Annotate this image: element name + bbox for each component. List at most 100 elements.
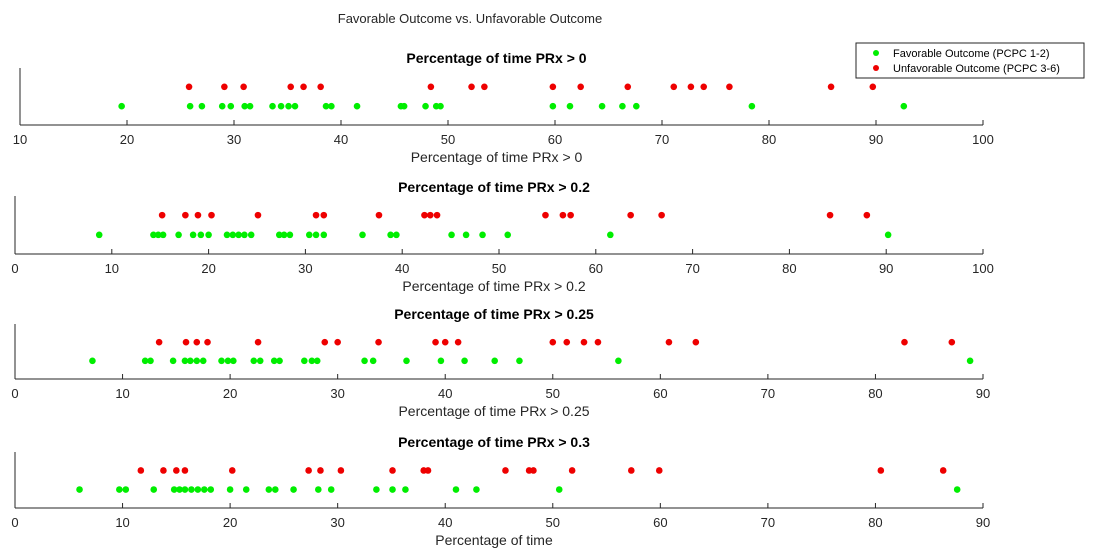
x-tick-label: 50 [492,261,506,276]
x-tick-label: 90 [869,132,883,147]
unfavorable-point [173,467,180,474]
legend-label-favorable: Favorable Outcome (PCPC 1-2) [893,48,1050,60]
unfavorable-point [182,211,189,219]
unfavorable-point [160,467,167,474]
unfavorable-point [204,338,211,346]
x-tick-label: 0 [11,386,18,401]
favorable-point [290,486,297,493]
favorable-point [359,231,366,239]
favorable-point [286,231,294,239]
unfavorable-point [665,338,673,346]
unfavorable-point [427,83,435,91]
favorable-point [141,357,149,365]
x-axis-label: Percentage of time PRx > 0.2 [402,278,585,294]
x-tick-label: 30 [227,132,241,147]
unfavorable-point [137,467,145,474]
unfavorable-point [317,83,324,91]
favorable-point [256,357,264,365]
favorable-point [199,357,207,365]
favorable-point [205,231,212,239]
favorable-point [884,231,892,239]
unfavorable-point [375,211,383,219]
subplot-title: Percentage of time PRx > 0 [406,50,586,66]
favorable-point [235,231,242,239]
x-tick-label: 50 [441,132,455,147]
favorable-point [186,102,194,110]
favorable-point [150,231,157,239]
favorable-point [89,357,96,365]
unfavorable-point [185,83,193,91]
unfavorable-point [567,211,574,219]
unfavorable-point [182,338,190,346]
favorable-point [555,486,563,493]
unfavorable-point [827,83,835,91]
favorable-point [369,357,377,365]
x-tick-label: 90 [976,386,990,401]
x-tick-label: 60 [653,515,667,530]
favorable-point [223,231,231,239]
favorable-point [189,231,197,239]
favorable-point [504,231,512,239]
favorable-point [116,486,123,493]
unfavorable-point [580,338,588,346]
favorable-point [966,357,974,365]
favorable-point [361,357,368,365]
favorable-point [276,357,283,365]
favorable-point [953,486,961,493]
x-tick-label: 20 [223,515,237,530]
unfavorable-point [594,338,602,346]
figure-suptitle: Favorable Outcome vs. Unfavorable Outcom… [338,11,602,26]
x-tick-label: 80 [868,386,882,401]
favorable-point [226,486,234,493]
favorable-point [389,486,396,493]
x-tick-label: 20 [223,386,237,401]
x-tick-label: 70 [655,132,669,147]
unfavorable-point [321,338,329,346]
favorable-point [170,486,178,493]
unfavorable-point [421,211,428,219]
subplots: Percentage of time PRx > 0 10 20 30 40 50 60 70… [11,50,993,548]
subplot-title: Percentage of time PRx > 0.2 [398,179,590,195]
x-tick-label: 70 [685,261,699,276]
favorable-point [194,486,202,493]
favorable-point [154,231,162,239]
favorable-point [322,102,330,110]
unfavorable-point [655,467,663,474]
favorable-point [607,231,614,239]
favorable-point [619,102,626,110]
favorable-point [479,231,486,239]
favorable-point [159,231,167,239]
favorable-point [452,486,460,493]
unfavorable-point [877,467,885,474]
favorable-point [312,231,320,239]
x-tick-label: 60 [548,132,562,147]
unfavorable-point [287,83,295,91]
favorable-point [900,102,908,110]
x-tick-label: 0 [11,261,18,276]
favorable-point [280,231,288,239]
unfavorable-point [221,83,228,91]
favorable-point [615,357,622,365]
favorable-point [271,486,279,493]
favorable-point [315,486,322,493]
x-axis-label: Percentage of time PRx > 0.25 [398,403,589,419]
unfavorable-point [549,83,557,91]
unfavorable-point [692,338,700,346]
favorable-point [227,102,235,110]
unfavorable-point [468,83,475,91]
favorable-point [242,486,250,493]
favorable-point [313,357,321,365]
favorable-point [265,486,273,493]
favorable-point [207,486,215,493]
favorable-point [147,357,154,365]
favorable-point [246,102,254,110]
x-tick-label: 90 [879,261,893,276]
unfavorable-point [869,83,877,91]
subplot-3: Percentage of time PRx > 0.25 0 10 20 30 40 50… [11,306,990,419]
x-tick-label: 0 [11,515,18,530]
legend-marker-unfavorable [873,65,879,71]
subplot-4: Percentage of time PRx > 0.3 0 10 20 30 40 50 6… [11,434,990,548]
unfavorable-point [542,211,549,219]
unfavorable-point [563,338,571,346]
unfavorable-point [670,83,678,91]
